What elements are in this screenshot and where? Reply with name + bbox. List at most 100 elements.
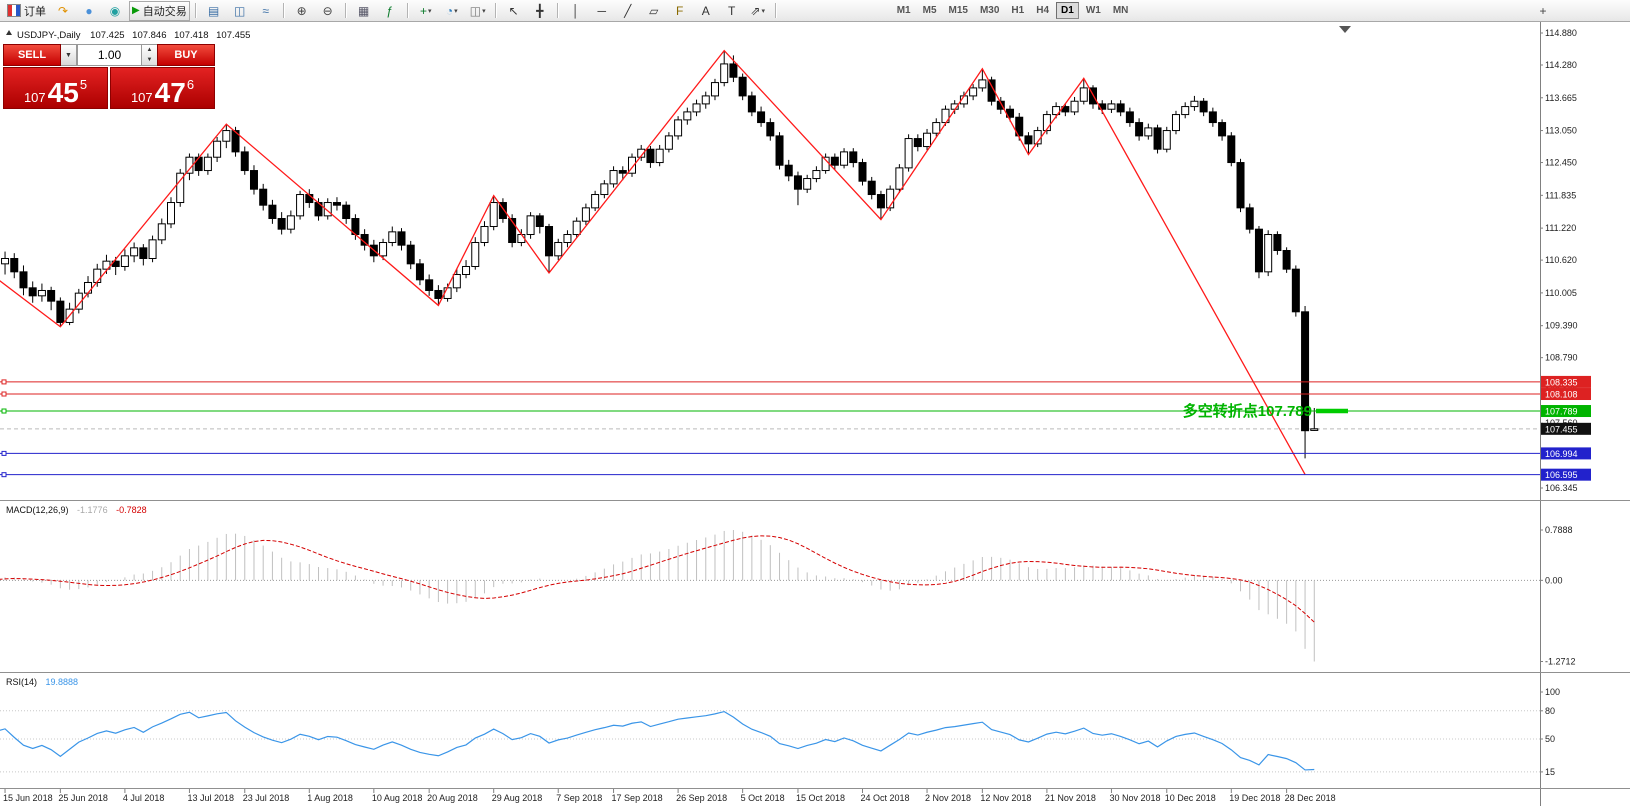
- rsi-axis-label: 80: [1545, 706, 1555, 716]
- zoom-out-icon: ⊖: [322, 3, 333, 18]
- toolbar-separator: [494, 3, 497, 18]
- zoom-out-icon[interactable]: ⊖: [316, 1, 340, 21]
- label-icon: T: [728, 3, 736, 18]
- trendline-icon[interactable]: ╱: [616, 1, 640, 21]
- one-click-toggle[interactable]: [6, 30, 12, 35]
- timeframe-m5[interactable]: M5: [922, 5, 937, 16]
- price-badge-106.595: [1541, 468, 1591, 481]
- timeframe-m30[interactable]: M30: [979, 5, 1000, 16]
- price-axis-label: 109.390: [1545, 321, 1578, 331]
- template-button: ◫: [469, 3, 482, 18]
- candlestick-type-icon: ◫: [234, 3, 246, 18]
- chart-shift-marker[interactable]: [1339, 26, 1351, 33]
- date-axis-label: 17 Sep 2018: [612, 793, 663, 803]
- dropdown-arrow-icon: ▾: [761, 7, 765, 15]
- rsi-axis-label: 100: [1545, 687, 1560, 697]
- crosshair-icon[interactable]: ╋: [528, 1, 552, 21]
- price-axis-label: 114.280: [1545, 60, 1577, 70]
- date-axis-label: 26 Sep 2018: [676, 793, 727, 803]
- price-axis-label: 111.835: [1545, 190, 1576, 200]
- macd-axis-label: 0.7888: [1545, 525, 1573, 535]
- line-handle[interactable]: [1, 408, 7, 414]
- zigzag-line[interactable]: [0, 49, 1306, 475]
- rsi-axis-label: 15: [1545, 767, 1555, 777]
- rsi-title: RSI(14) 19.8888: [6, 677, 78, 687]
- timeframe-d1[interactable]: D1: [1056, 2, 1079, 19]
- line-handle[interactable]: [1, 391, 7, 397]
- trendline-icon: ╱: [624, 3, 632, 18]
- rsi-axis-label: 50: [1545, 734, 1555, 744]
- template-button[interactable]: ◫ ▾: [466, 1, 490, 21]
- sell-price-panel[interactable]: 107 45 5: [3, 67, 108, 109]
- grid-icon[interactable]: ▦: [352, 1, 376, 21]
- price-axis-label: 108.790: [1545, 353, 1578, 363]
- horizontal-line-icon[interactable]: ─: [590, 1, 614, 21]
- vertical-line-icon: │: [571, 3, 580, 18]
- toolbar-separator: [194, 3, 197, 18]
- toolbar-separator: [556, 3, 559, 18]
- arrows-icon[interactable]: ⇗ ▾: [746, 1, 770, 21]
- price-badge-label: 106.994: [1545, 449, 1578, 459]
- dropdown-arrow-icon: ▾: [427, 7, 432, 15]
- cursor-icon[interactable]: ↖: [502, 1, 526, 21]
- line-chart-type-icon[interactable]: ≈: [254, 1, 278, 21]
- toolbar-separator: [282, 3, 285, 18]
- chart-refresh-icon[interactable]: ↷: [51, 1, 75, 21]
- toolbar-separator: [344, 3, 347, 18]
- timeframe-h1[interactable]: H1: [1011, 5, 1025, 16]
- line-handle[interactable]: [1, 472, 7, 478]
- candles: [1, 50, 1319, 459]
- price-badge-106.994: [1541, 447, 1591, 460]
- macd-axis-label: -1.2712: [1545, 657, 1576, 667]
- text-icon[interactable]: A: [694, 1, 718, 21]
- autotrade-label: 自动交易: [142, 5, 187, 18]
- macd-histogram: [4, 530, 1315, 662]
- new-chart-button[interactable]: + ▾: [414, 1, 438, 21]
- date-axis-label: 21 Nov 2018: [1045, 793, 1096, 803]
- buy-button[interactable]: BUY: [157, 44, 215, 66]
- fibonacci-icon[interactable]: F: [668, 1, 692, 21]
- arrows-icon: ⇗: [750, 3, 761, 18]
- zoom-in-icon[interactable]: ⊕: [290, 1, 314, 21]
- vertical-line-icon[interactable]: │: [564, 1, 588, 21]
- candlestick-type-icon[interactable]: ◫: [228, 1, 252, 21]
- price-badge-label: 106.595: [1545, 470, 1578, 480]
- indicators-icon[interactable]: ƒ: [378, 1, 402, 21]
- bar-chart-type-icon[interactable]: ▤: [202, 1, 226, 21]
- spinner-down-icon[interactable]: ▼: [146, 57, 153, 63]
- price-badge-108.108: [1541, 388, 1591, 401]
- toolbar-separator: [406, 3, 409, 18]
- spinner-up-icon[interactable]: ▲: [146, 47, 153, 53]
- line-handle[interactable]: [1, 450, 7, 456]
- zoom-in-icon: ⊕: [296, 3, 307, 18]
- rsi-line: [0, 710, 1315, 771]
- new-order-label: 订单: [24, 5, 46, 18]
- timeframe-m1[interactable]: M1: [896, 5, 911, 16]
- date-axis-label: 19 Dec 2018: [1229, 793, 1280, 803]
- buy-price-panel[interactable]: 107 47 6: [110, 67, 215, 109]
- channel-icon[interactable]: ▱: [642, 1, 666, 21]
- timeframe-mn[interactable]: MN: [1112, 5, 1129, 16]
- timeframe-h4[interactable]: H4: [1036, 5, 1050, 16]
- play-icon: ▶: [132, 5, 140, 16]
- lot-spinner[interactable]: ▲ ▼: [142, 44, 157, 66]
- line-handle[interactable]: [1, 379, 7, 385]
- timeframe-w1[interactable]: W1: [1085, 5, 1101, 16]
- profile-icon[interactable]: ●: [77, 1, 101, 21]
- price-badge-label: 108.335: [1545, 377, 1578, 387]
- date-axis-label: 25 Jun 2018: [58, 793, 108, 803]
- new-order-button[interactable]: 订单: [4, 1, 49, 21]
- timeframe-m15[interactable]: M15: [948, 5, 968, 16]
- community-icon[interactable]: ◉: [103, 1, 127, 21]
- period-button[interactable]: ◔ ▾: [440, 1, 464, 21]
- sell-button[interactable]: SELL: [3, 44, 61, 66]
- label-icon[interactable]: T: [720, 1, 744, 21]
- horizontal-line-icon: ─: [597, 3, 606, 18]
- autotrade-button[interactable]: ▶ 自动交易: [129, 0, 190, 21]
- lot-size-input[interactable]: 1.00: [77, 44, 142, 66]
- add-window-button[interactable]: +: [1539, 3, 1547, 18]
- chart-generated-content: 114.880 114.280 113.665 113.050 112.450 111.8…: [0, 22, 1630, 811]
- timeframe-bar: M1 M5 M15 M30 H1 H4 D1 W1 MN: [891, 2, 1135, 19]
- order-type-dropdown[interactable]: ▼: [61, 44, 77, 66]
- chart-plot-area[interactable]: [0, 22, 1630, 811]
